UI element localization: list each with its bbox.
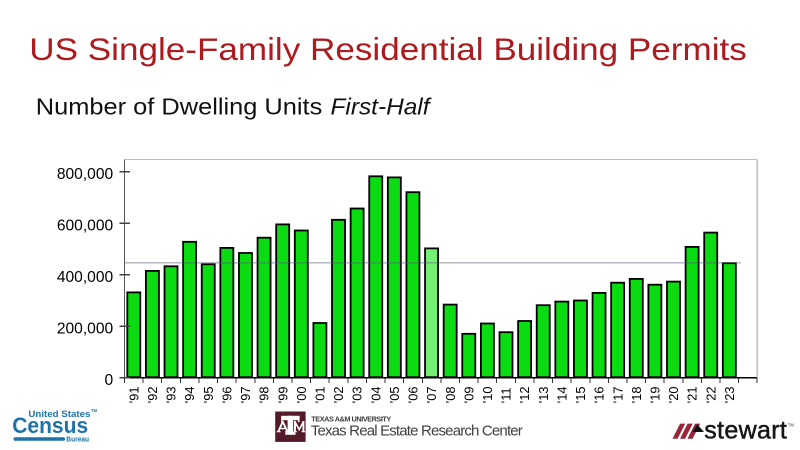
svg-text:600,000: 600,000 [57, 217, 114, 234]
svg-text:TM: TM [91, 408, 98, 413]
svg-text:United States: United States [28, 408, 90, 419]
svg-text:800,000: 800,000 [57, 166, 114, 183]
svg-text:'11: '11 [499, 387, 514, 403]
svg-text:'93: '93 [164, 387, 179, 404]
svg-text:'20: '20 [666, 387, 681, 404]
svg-text:'06: '06 [406, 387, 421, 404]
svg-text:US Single-Family Residential B: US Single-Family Residential Building Pe… [29, 31, 747, 67]
svg-text:'14: '14 [554, 387, 569, 404]
svg-text:'01: '01 [313, 387, 328, 404]
svg-text:'07: '07 [424, 387, 439, 404]
svg-text:'19: '19 [647, 387, 662, 404]
svg-text:400,000: 400,000 [57, 269, 114, 286]
svg-text:'00: '00 [294, 387, 309, 404]
svg-text:'13: '13 [536, 387, 551, 404]
svg-text:'94: '94 [182, 387, 197, 404]
svg-text:'91: '91 [126, 387, 141, 404]
svg-text:'18: '18 [629, 387, 644, 404]
svg-text:Census: Census [12, 413, 88, 438]
svg-text:'21: '21 [685, 387, 700, 404]
svg-text:'22: '22 [703, 387, 718, 404]
svg-text:'10: '10 [480, 387, 495, 404]
svg-text:'03: '03 [350, 387, 365, 404]
svg-text:'17: '17 [610, 387, 625, 404]
svg-text:'09: '09 [461, 387, 476, 404]
svg-text:'23: '23 [722, 387, 737, 404]
svg-text:'16: '16 [592, 387, 607, 404]
svg-text:stewart: stewart [704, 417, 787, 445]
svg-text:'99: '99 [275, 387, 290, 404]
svg-text:0: 0 [105, 372, 114, 389]
svg-text:Texas Real Estate Research Cen: Texas Real Estate Research Center [311, 423, 523, 440]
svg-text:'92: '92 [145, 387, 160, 404]
svg-text:'05: '05 [387, 387, 402, 404]
svg-text:'04: '04 [368, 387, 383, 404]
svg-text:'08: '08 [443, 387, 458, 404]
svg-text:200,000: 200,000 [57, 320, 114, 337]
svg-text:TM: TM [788, 423, 795, 428]
svg-text:'95: '95 [201, 387, 216, 404]
svg-text:'15: '15 [573, 387, 588, 404]
svg-text:'97: '97 [238, 387, 253, 404]
svg-text:TEXAS A&M UNIVERSITY: TEXAS A&M UNIVERSITY [311, 415, 391, 424]
svg-text:Bureau: Bureau [66, 434, 89, 443]
svg-text:'12: '12 [517, 387, 532, 404]
svg-text:'98: '98 [257, 387, 272, 404]
svg-text:'96: '96 [219, 387, 234, 404]
svg-text:'02: '02 [331, 387, 346, 404]
